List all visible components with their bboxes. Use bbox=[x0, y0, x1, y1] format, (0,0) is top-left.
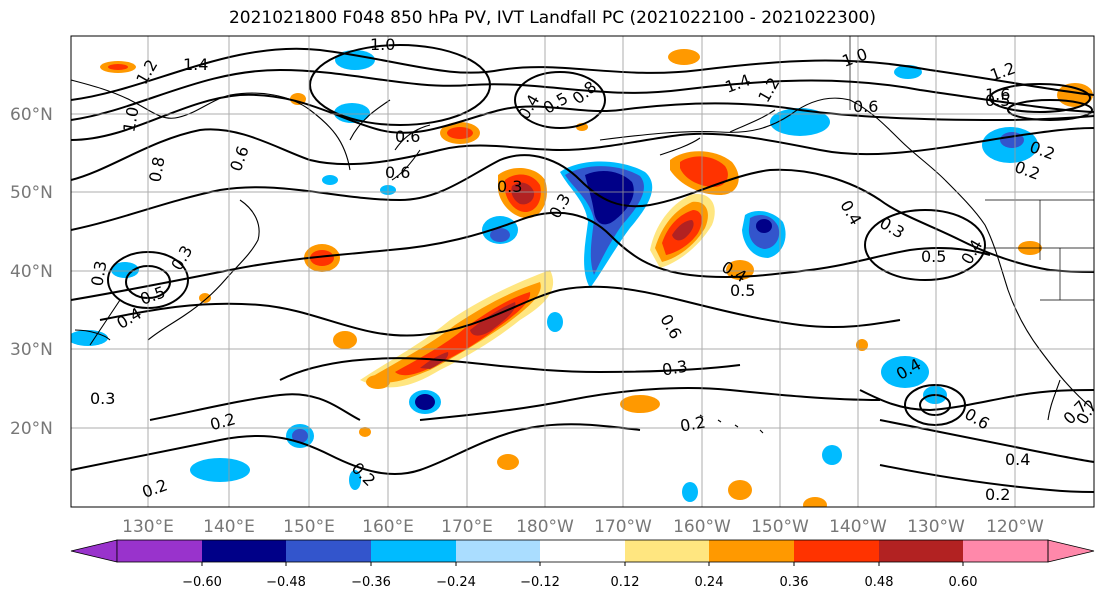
lon-label: 130°E bbox=[122, 517, 174, 537]
colorbar-segment bbox=[709, 540, 794, 562]
contour-label: 1.0 bbox=[119, 105, 142, 133]
colorbar bbox=[70, 539, 1095, 566]
lat-label: 20°N bbox=[10, 419, 53, 439]
colorbar-tick-label: −0.36 bbox=[351, 575, 391, 590]
colorbar-frame bbox=[116, 539, 1049, 563]
colorbar-tick-label: −0.24 bbox=[436, 575, 476, 590]
map-title: 2021021800 F048 850 hPa PV, IVT Landfall… bbox=[228, 8, 876, 28]
lat-label: 40°N bbox=[10, 262, 53, 282]
colorbar-segment bbox=[794, 540, 879, 562]
colorbar-segment bbox=[625, 540, 709, 562]
borders bbox=[849, 36, 1094, 301]
contour-label: 0.3 bbox=[87, 259, 110, 287]
lon-label: 140°E bbox=[203, 517, 255, 537]
lon-label: 160°E bbox=[362, 517, 414, 537]
colorbar-ticks: −0.60 −0.48 −0.36 −0.24 −0.12 0.12 0.24 … bbox=[182, 575, 977, 590]
colorbar-segment bbox=[456, 540, 540, 562]
colorbar-tick-label: 0.60 bbox=[949, 575, 978, 590]
lat-label: 50°N bbox=[10, 183, 53, 203]
lat-label: 30°N bbox=[10, 340, 53, 360]
lon-label: 150°E bbox=[283, 517, 335, 537]
contour-label: 0.6 bbox=[385, 163, 410, 182]
contour-label: 0.6 bbox=[853, 97, 878, 116]
contour-label: 1.0 bbox=[370, 35, 395, 54]
contour-label: 0.5 bbox=[985, 91, 1010, 110]
contour-label: 1.4 bbox=[183, 55, 208, 74]
colorbar-tick-label: 0.24 bbox=[695, 575, 724, 590]
colorbar-tick-label: 0.48 bbox=[865, 575, 894, 590]
contour-label: 0.2 bbox=[679, 412, 707, 435]
lon-label: 160°W bbox=[673, 517, 731, 537]
colorbar-segment bbox=[286, 540, 371, 562]
lon-label: 170°W bbox=[594, 517, 652, 537]
lon-label: 130°W bbox=[907, 517, 965, 537]
colorbar-segment bbox=[540, 540, 582, 562]
longitude-labels: 130°E 140°E 150°E 160°E 170°E 180°W 170°… bbox=[122, 517, 1044, 537]
colorbar-segment bbox=[963, 540, 1048, 562]
contour-label: 0.6 bbox=[395, 127, 420, 146]
colorbar-tick-label: −0.12 bbox=[520, 575, 560, 590]
contour-label: 1.6 bbox=[985, 85, 1010, 104]
contour-label: 0.8 bbox=[145, 155, 168, 183]
contour-label: 0.3 bbox=[497, 177, 522, 196]
colorbar-extend-right bbox=[1047, 539, 1095, 563]
lon-label: 180°W bbox=[516, 517, 574, 537]
contour-label: 0.3 bbox=[90, 389, 115, 408]
coastlines bbox=[71, 79, 1094, 434]
lat-label: 60°N bbox=[10, 105, 53, 125]
plot-frame bbox=[70, 35, 1095, 508]
gridlines bbox=[71, 36, 1094, 507]
colorbar-segment bbox=[582, 540, 625, 562]
latitude-labels: 60°N 50°N 40°N 30°N 20°N bbox=[10, 105, 53, 439]
colorbar-tick-label: 0.12 bbox=[611, 575, 640, 590]
colorbar-tick-label: −0.60 bbox=[182, 575, 222, 590]
lon-label: 150°W bbox=[751, 517, 809, 537]
contour-label: 0.4 bbox=[1005, 450, 1030, 469]
contour-lines bbox=[71, 44, 1094, 493]
colorbar-tick-label: −0.48 bbox=[266, 575, 306, 590]
colorbar-tick-label: 0.36 bbox=[780, 575, 809, 590]
contour-label: 0.2 bbox=[985, 485, 1010, 504]
colorbar-segment bbox=[879, 540, 963, 562]
colorbar-segment bbox=[202, 540, 286, 562]
colorbar-extend-left bbox=[70, 539, 118, 563]
contour-label: 0.5 bbox=[921, 247, 946, 266]
lon-label: 140°W bbox=[829, 517, 887, 537]
pv-shading-negative bbox=[71, 50, 1038, 502]
colorbar-segment bbox=[371, 540, 456, 562]
colorbar-segment bbox=[117, 540, 202, 562]
contour-label: 0.5 bbox=[730, 281, 755, 300]
lon-label: 170°E bbox=[441, 517, 493, 537]
lon-label: 120°W bbox=[986, 517, 1044, 537]
contour-label: 0.3 bbox=[661, 356, 689, 379]
